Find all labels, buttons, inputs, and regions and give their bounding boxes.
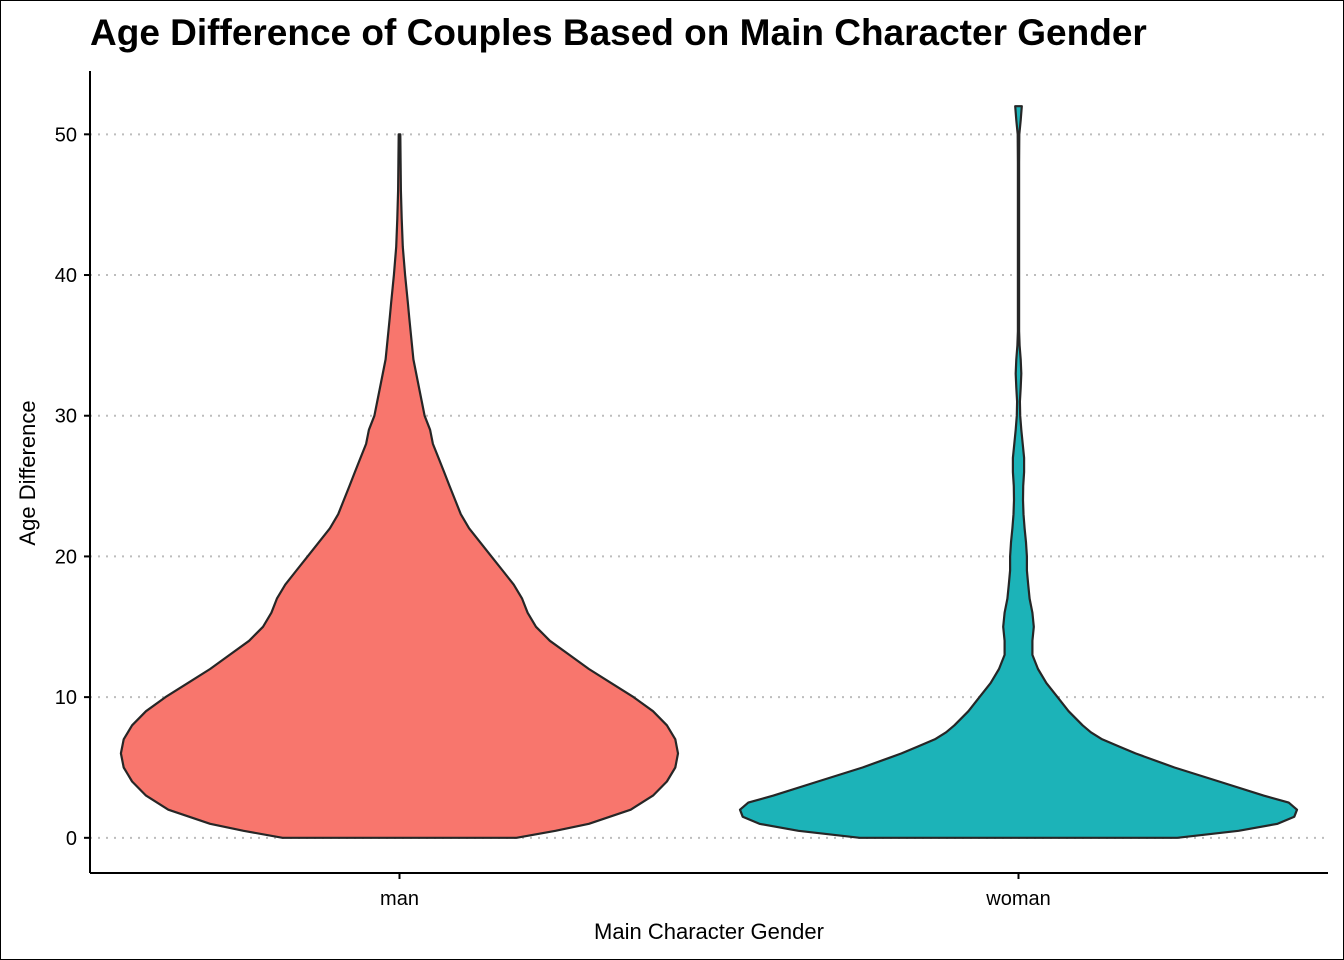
y-tick-label: 0 [66, 828, 77, 850]
ticks: 0 10 20 30 40 50 man woman [55, 124, 1051, 910]
violin-woman [738, 105, 1299, 839]
chart-title: Age Difference of Couples Based on Main … [90, 12, 1147, 53]
violin-man [119, 133, 680, 839]
y-tick-label: 30 [55, 406, 77, 428]
x-tick-label-woman: woman [985, 888, 1050, 910]
x-axis-label: Main Character Gender [594, 919, 824, 944]
y-tick-label: 40 [55, 265, 77, 287]
y-axis-label: Age Difference [15, 400, 40, 545]
violin-layer [119, 105, 1299, 839]
x-tick-label-man: man [380, 888, 419, 910]
y-tick-label: 20 [55, 546, 77, 568]
axes [89, 71, 1328, 874]
y-tick-label: 50 [55, 124, 77, 146]
y-tick-label: 10 [55, 687, 77, 709]
